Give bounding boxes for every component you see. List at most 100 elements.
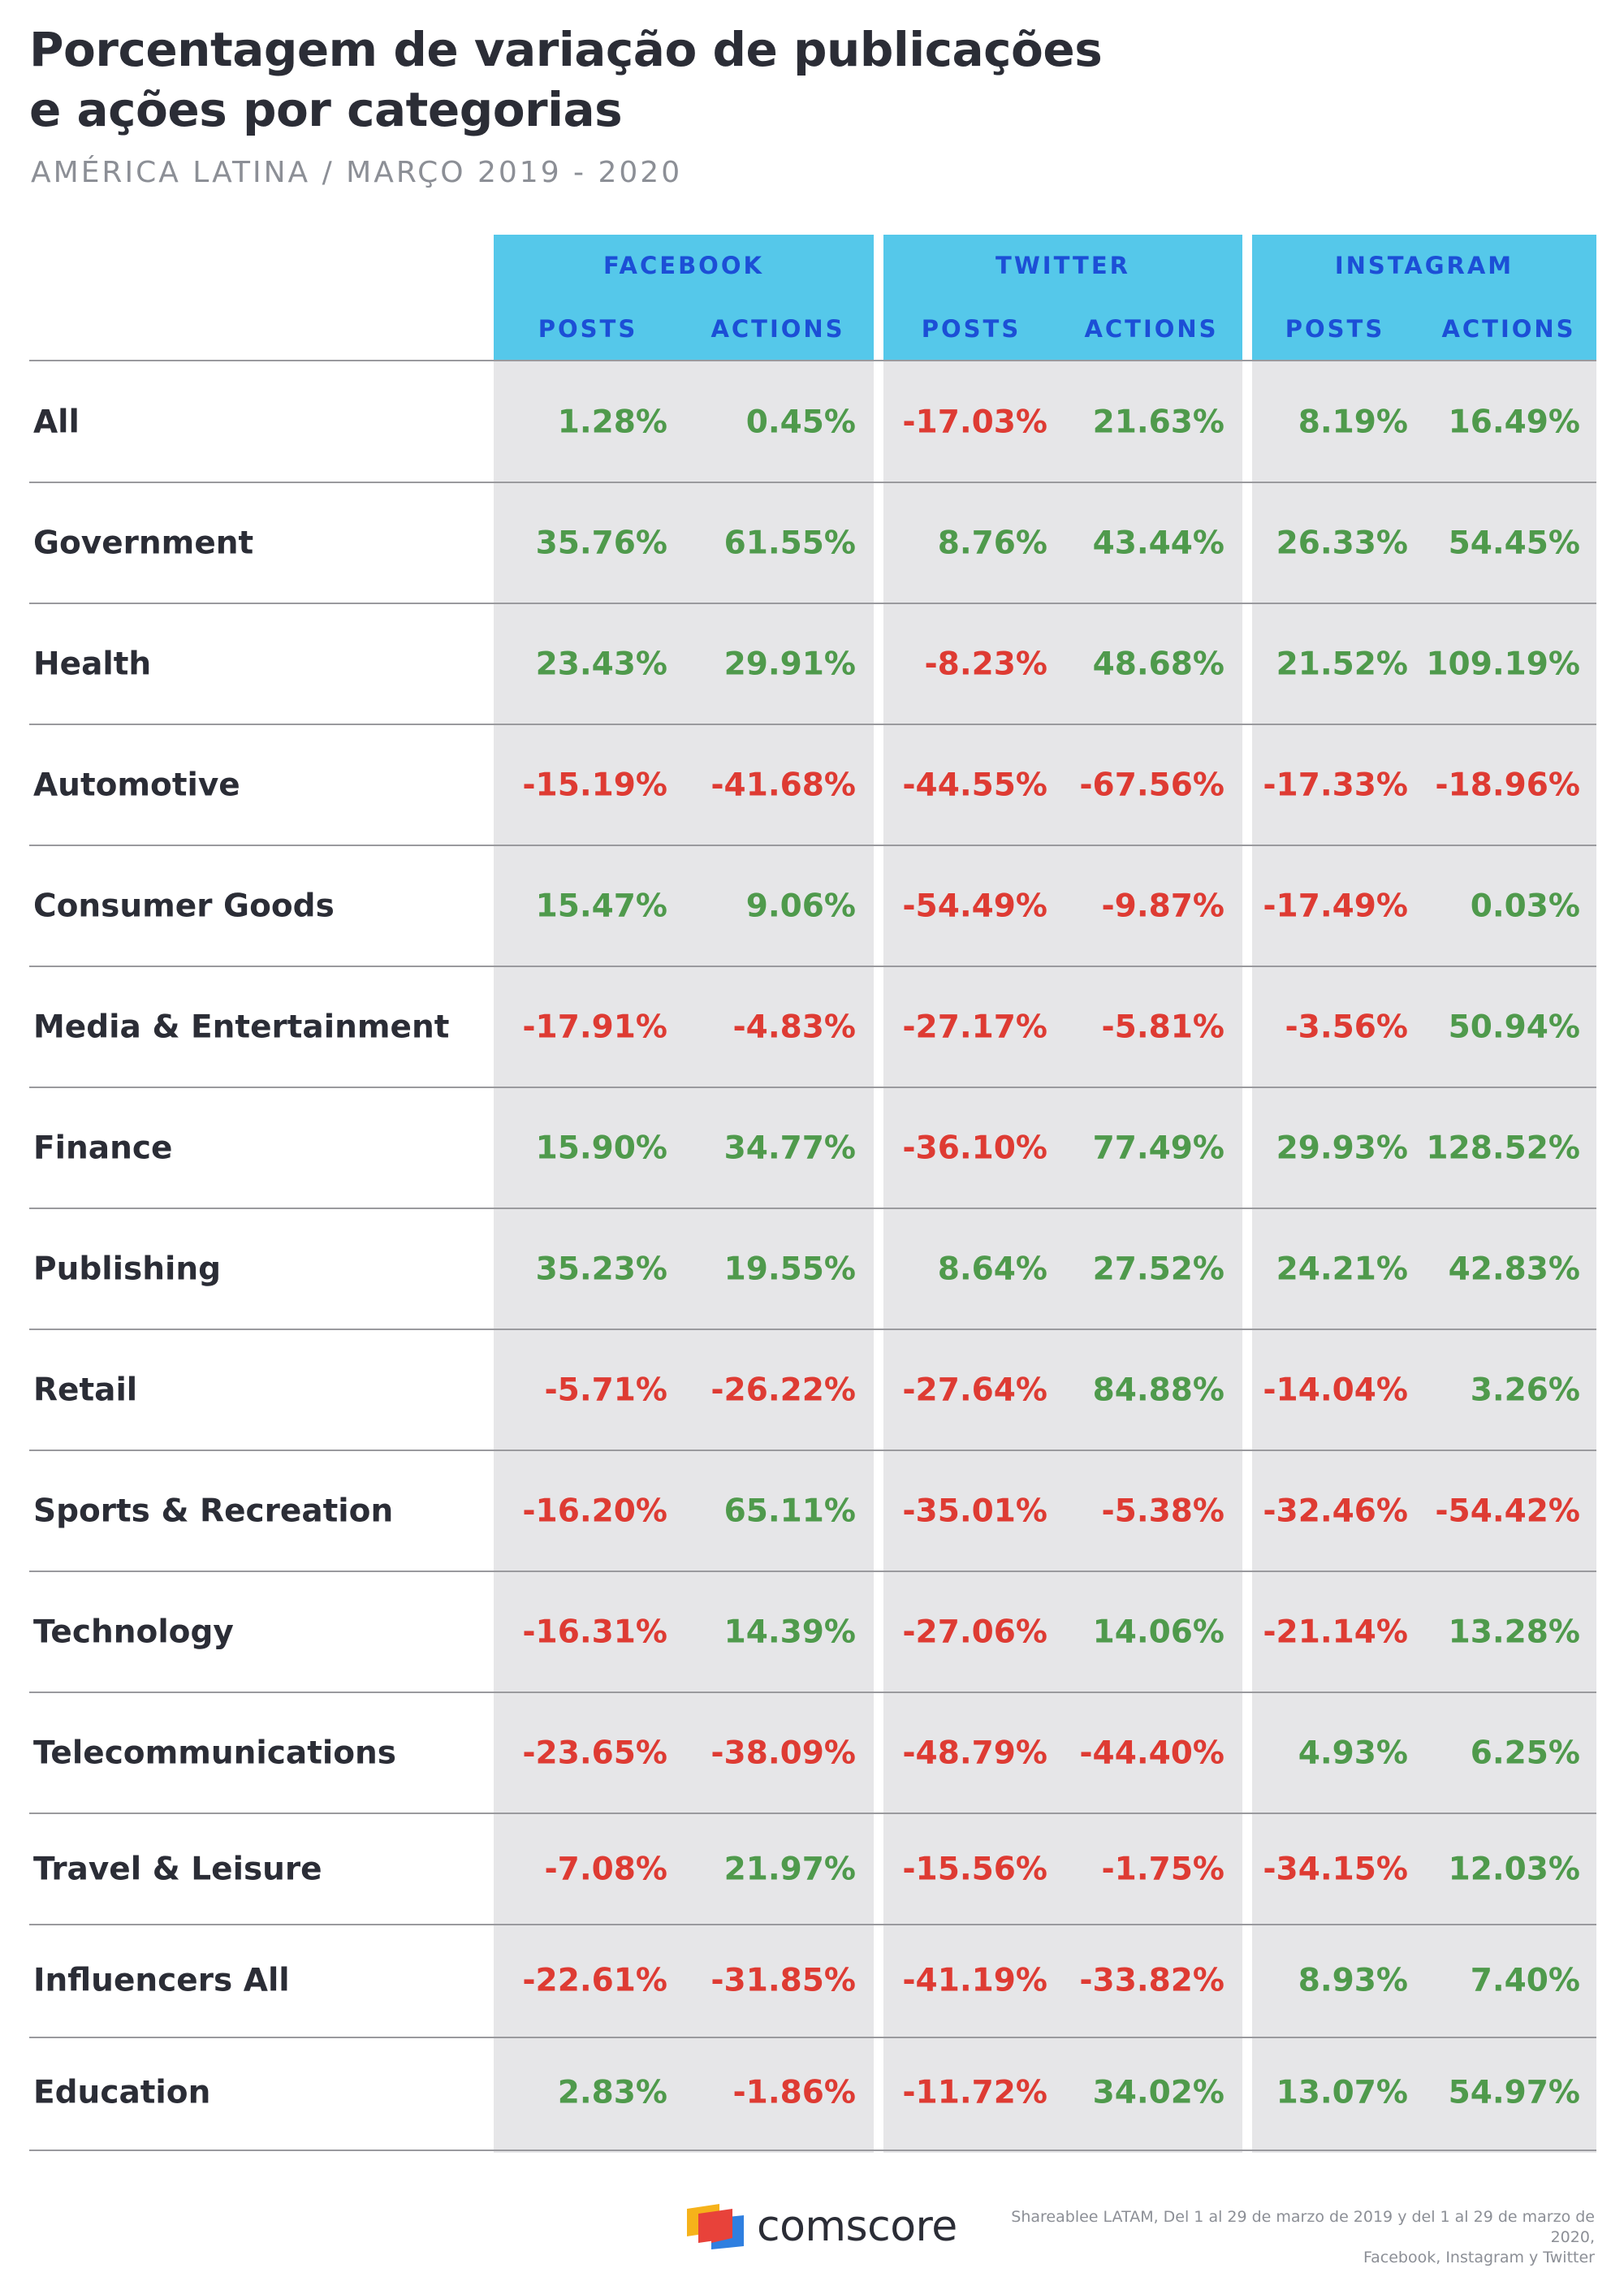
value-facebook-posts: -23.65%: [522, 1735, 667, 1772]
page-title: Porcentagem de variação de publicações e…: [29, 19, 1247, 140]
value-twitter-posts: -17.03%: [902, 404, 1047, 441]
value-twitter-actions: 21.63%: [1092, 404, 1224, 441]
category-label-sports-recreation: Sports & Recreation: [33, 1493, 394, 1530]
category-label-education: Education: [33, 2074, 211, 2111]
value-facebook-actions: 0.45%: [745, 404, 856, 441]
value-facebook-posts: -15.19%: [522, 767, 667, 804]
value-instagram-posts: 4.93%: [1298, 1735, 1408, 1772]
value-facebook-posts: -22.61%: [522, 1962, 667, 1999]
value-facebook-posts: 15.90%: [535, 1130, 667, 1167]
category-label-publishing: Publishing: [33, 1251, 222, 1288]
value-instagram-actions: 42.83%: [1448, 1251, 1580, 1288]
category-label-media-entertainment: Media & Entertainment: [33, 1009, 450, 1046]
category-label-telecommunications: Telecommunications: [33, 1735, 396, 1772]
subheader-facebook-actions: ACTIONS: [710, 315, 845, 343]
value-twitter-actions: -5.81%: [1101, 1009, 1225, 1046]
group-header-facebook: FACEBOOK: [603, 252, 764, 279]
row-divider: [29, 1450, 1596, 1451]
row-divider: [29, 2037, 1596, 2038]
row-divider: [29, 966, 1596, 967]
row-divider: [29, 724, 1596, 725]
subheader-instagram-posts: POSTS: [1285, 315, 1385, 343]
value-facebook-posts: 35.76%: [535, 525, 667, 562]
value-twitter-posts: -54.49%: [902, 888, 1047, 925]
value-facebook-actions: 61.55%: [723, 525, 856, 562]
value-instagram-posts: 26.33%: [1276, 525, 1408, 562]
source-note: Shareablee LATAM, Del 1 al 29 de marzo d…: [978, 2207, 1595, 2268]
page-subtitle: AMÉRICA LATINA / MARÇO 2019 - 2020: [31, 156, 683, 189]
category-label-travel-leisure: Travel & Leisure: [33, 1851, 322, 1888]
value-twitter-posts: -36.10%: [902, 1130, 1047, 1167]
row-divider: [29, 2150, 1596, 2151]
subheader-instagram-actions: ACTIONS: [1441, 315, 1576, 343]
value-facebook-actions: 14.39%: [723, 1614, 856, 1651]
value-twitter-posts: -11.72%: [902, 2074, 1047, 2111]
category-label-consumer-goods: Consumer Goods: [33, 888, 335, 925]
subheader-twitter-posts: POSTS: [921, 315, 1021, 343]
value-instagram-posts: 8.93%: [1298, 1962, 1408, 1999]
category-label-retail: Retail: [33, 1372, 138, 1409]
value-twitter-posts: 8.64%: [937, 1251, 1047, 1288]
value-instagram-actions: 0.03%: [1470, 888, 1580, 925]
value-facebook-actions: -31.85%: [710, 1962, 856, 1999]
value-instagram-posts: -3.56%: [1285, 1009, 1409, 1046]
value-instagram-actions: 109.19%: [1426, 646, 1580, 683]
value-twitter-posts: 8.76%: [937, 525, 1047, 562]
value-twitter-actions: -33.82%: [1079, 1962, 1224, 1999]
value-twitter-posts: -41.19%: [902, 1962, 1047, 1999]
value-twitter-actions: 14.06%: [1092, 1614, 1224, 1651]
value-twitter-posts: -8.23%: [924, 646, 1048, 683]
header-bg-twitter: [883, 235, 1242, 361]
value-twitter-actions: -1.75%: [1101, 1851, 1225, 1888]
row-divider: [29, 482, 1596, 483]
value-facebook-posts: 1.28%: [557, 404, 667, 441]
value-twitter-actions: -67.56%: [1079, 767, 1224, 804]
value-instagram-actions: 54.45%: [1448, 525, 1580, 562]
comscore-logo-icon: [687, 2204, 744, 2249]
value-instagram-posts: -17.49%: [1263, 888, 1408, 925]
value-instagram-actions: 6.25%: [1470, 1735, 1580, 1772]
value-facebook-posts: -17.91%: [522, 1009, 667, 1046]
value-facebook-actions: -4.83%: [732, 1009, 857, 1046]
row-divider: [29, 360, 1596, 361]
value-twitter-posts: -44.55%: [902, 767, 1047, 804]
group-header-twitter: TWITTER: [996, 252, 1130, 279]
value-twitter-actions: -9.87%: [1101, 888, 1225, 925]
value-twitter-posts: -27.06%: [902, 1614, 1047, 1651]
value-instagram-actions: 54.97%: [1448, 2074, 1580, 2111]
value-instagram-actions: 7.40%: [1470, 1962, 1580, 1999]
category-label-health: Health: [33, 646, 152, 683]
value-facebook-posts: 2.83%: [557, 2074, 667, 2111]
row-divider: [29, 1571, 1596, 1572]
header-bg-facebook: [494, 235, 874, 361]
value-instagram-actions: 3.26%: [1470, 1372, 1580, 1409]
value-twitter-posts: -27.64%: [902, 1372, 1047, 1409]
value-facebook-actions: 19.55%: [723, 1251, 856, 1288]
value-facebook-posts: -16.31%: [522, 1614, 667, 1651]
title-line-2: e ações por categorias: [29, 82, 623, 137]
value-instagram-posts: -34.15%: [1263, 1851, 1408, 1888]
value-facebook-actions: -41.68%: [710, 767, 856, 804]
value-facebook-actions: 34.77%: [723, 1130, 856, 1167]
value-twitter-actions: 77.49%: [1092, 1130, 1224, 1167]
value-facebook-actions: 65.11%: [723, 1493, 856, 1530]
value-instagram-posts: 21.52%: [1276, 646, 1408, 683]
value-facebook-posts: 35.23%: [535, 1251, 667, 1288]
source-line-1: Shareablee LATAM, Del 1 al 29 de marzo d…: [1011, 2208, 1595, 2246]
row-divider: [29, 1692, 1596, 1693]
row-divider: [29, 845, 1596, 846]
subheader-facebook-posts: POSTS: [538, 315, 638, 343]
value-twitter-actions: -44.40%: [1079, 1735, 1224, 1772]
row-divider: [29, 1329, 1596, 1330]
subheader-twitter-actions: ACTIONS: [1084, 315, 1219, 343]
category-label-influencers-all: Influencers All: [33, 1962, 290, 1999]
value-twitter-posts: -15.56%: [902, 1851, 1047, 1888]
row-divider: [29, 603, 1596, 604]
row-divider: [29, 1813, 1596, 1814]
value-instagram-actions: 128.52%: [1426, 1130, 1580, 1167]
value-facebook-posts: -7.08%: [544, 1851, 668, 1888]
value-facebook-actions: 21.97%: [723, 1851, 856, 1888]
value-instagram-posts: 29.93%: [1276, 1130, 1408, 1167]
value-twitter-actions: 84.88%: [1092, 1372, 1224, 1409]
value-twitter-actions: -5.38%: [1101, 1493, 1225, 1530]
